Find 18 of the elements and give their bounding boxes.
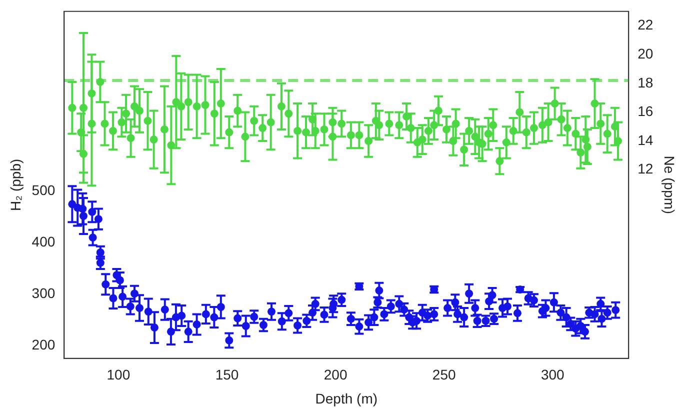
y-tick-label: 400 xyxy=(32,234,56,250)
y-tick-label: 200 xyxy=(32,336,56,352)
x-tick-label: 100 xyxy=(106,366,130,383)
y2-tick-label: 16 xyxy=(638,103,654,120)
y2-tick-label: 18 xyxy=(638,74,654,90)
y-tick-label: 300 xyxy=(32,285,56,301)
x-tick-label: 150 xyxy=(215,366,239,383)
x-tick-label: 200 xyxy=(324,366,348,383)
y2-axis-title: Ne (ppm) xyxy=(662,156,678,214)
y2-tick-label: 12 xyxy=(638,160,654,177)
x-tick-label: 300 xyxy=(540,366,565,383)
y-axis-title: H₂ (ppb) xyxy=(7,158,24,211)
x-axis-title: Depth (m) xyxy=(315,390,378,406)
y-tick-label: 500 xyxy=(32,182,56,198)
x-tick-label: 250 xyxy=(432,366,456,383)
y2-tick-label: 20 xyxy=(638,45,654,62)
y2-tick-label: 14 xyxy=(638,132,654,148)
y2-tick-label: 22 xyxy=(638,16,654,33)
